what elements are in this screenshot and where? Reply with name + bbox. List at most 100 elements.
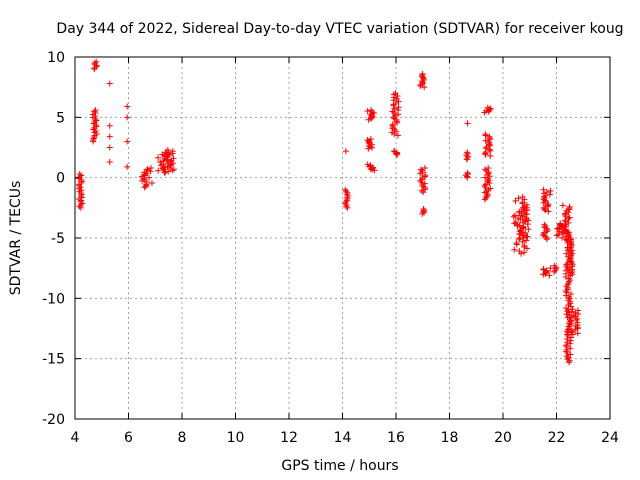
data-point-marker — [563, 207, 570, 214]
data-point-marker — [144, 167, 151, 174]
data-point-marker — [93, 58, 100, 65]
y-tick-label: -15 — [42, 352, 65, 368]
data-point-marker — [564, 228, 571, 235]
data-point-marker — [566, 214, 573, 221]
data-point-marker — [512, 212, 519, 219]
data-point-marker — [562, 342, 569, 349]
data-point-marker — [367, 162, 374, 169]
data-point-marker — [155, 154, 162, 161]
data-point-marker — [90, 126, 97, 133]
data-point-marker — [487, 142, 494, 149]
data-point-marker — [419, 70, 426, 77]
data-point-marker — [567, 351, 574, 358]
data-point-marker — [564, 349, 571, 356]
data-point-marker — [559, 202, 566, 209]
data-point-marker — [562, 217, 569, 224]
data-point-marker — [519, 238, 526, 245]
data-point-marker — [516, 222, 523, 229]
data-point-marker — [422, 172, 429, 179]
data-point-marker — [157, 159, 164, 166]
data-point-marker — [515, 215, 522, 222]
y-tick-label: 5 — [56, 110, 65, 126]
x-tick-label: 12 — [280, 430, 298, 446]
data-point-marker — [522, 211, 529, 218]
data-point-marker — [521, 249, 528, 256]
data-point-marker — [511, 220, 518, 227]
data-point-marker — [393, 128, 400, 135]
data-point-marker — [364, 161, 371, 168]
data-point-marker — [91, 119, 98, 126]
data-point-marker — [76, 171, 83, 178]
data-point-marker — [146, 174, 153, 181]
data-point-marker — [420, 183, 427, 190]
data-point-marker — [418, 187, 425, 194]
data-point-marker — [484, 171, 491, 178]
data-point-marker — [482, 150, 489, 157]
data-point-marker — [512, 219, 519, 226]
data-point-marker — [524, 204, 531, 211]
data-point-marker — [486, 133, 493, 140]
data-point-marker — [482, 137, 489, 144]
data-point-marker — [485, 165, 492, 172]
plot-frame — [74, 56, 611, 420]
data-point-marker — [541, 221, 548, 228]
x-tick-label: 20 — [494, 430, 512, 446]
data-point-marker — [524, 233, 531, 240]
data-point-marker — [544, 202, 551, 209]
data-point-marker — [78, 172, 85, 179]
data-point-marker — [161, 169, 168, 176]
data-point-marker — [540, 232, 547, 239]
data-point-marker — [148, 180, 155, 187]
data-point-marker — [519, 213, 526, 220]
data-point-marker — [92, 107, 99, 114]
data-point-marker — [484, 190, 491, 197]
data-point-marker — [565, 215, 572, 222]
data-point-marker — [573, 317, 580, 324]
data-point-marker — [367, 136, 374, 143]
data-point-marker — [394, 132, 401, 139]
data-point-marker — [559, 234, 566, 241]
data-point-marker — [418, 179, 425, 186]
data-point-marker — [76, 203, 83, 210]
data-point-marker — [521, 218, 528, 225]
x-tick-label: 24 — [601, 430, 619, 446]
data-point-marker — [565, 323, 572, 330]
x-tick-label: 6 — [124, 430, 133, 446]
data-point-marker — [169, 148, 176, 155]
data-point-marker — [485, 175, 492, 182]
data-point-marker — [521, 242, 528, 249]
data-point-marker — [342, 148, 349, 155]
data-point-marker — [540, 186, 547, 193]
data-point-marker — [546, 272, 553, 279]
data-point-marker — [525, 226, 532, 233]
data-point-marker — [391, 105, 398, 112]
data-point-marker — [547, 187, 554, 194]
x-tick-label: 10 — [227, 430, 245, 446]
x-tick-label: 16 — [387, 430, 405, 446]
data-point-marker — [167, 158, 174, 165]
data-point-marker — [389, 129, 396, 136]
data-point-marker — [106, 144, 113, 151]
data-point-marker — [513, 241, 520, 248]
data-point-marker — [464, 169, 471, 176]
data-point-marker — [484, 104, 491, 111]
data-point-marker — [511, 246, 518, 253]
x-tick-label: 18 — [441, 430, 459, 446]
data-point-marker — [421, 180, 428, 187]
data-point-marker — [512, 197, 519, 204]
data-point-marker — [368, 107, 375, 114]
data-point-marker — [563, 250, 570, 257]
data-point-marker — [487, 147, 494, 154]
data-point-marker — [144, 166, 151, 173]
data-point-marker — [419, 167, 426, 174]
data-point-marker — [483, 193, 490, 200]
data-point-marker — [554, 232, 561, 239]
data-point-marker — [540, 265, 547, 272]
data-point-marker — [342, 186, 349, 193]
data-point-marker — [391, 115, 398, 122]
data-point-marker — [487, 185, 494, 192]
data-point-marker — [392, 112, 399, 119]
data-point-marker — [421, 84, 428, 91]
y-tick-label: -10 — [42, 291, 65, 307]
